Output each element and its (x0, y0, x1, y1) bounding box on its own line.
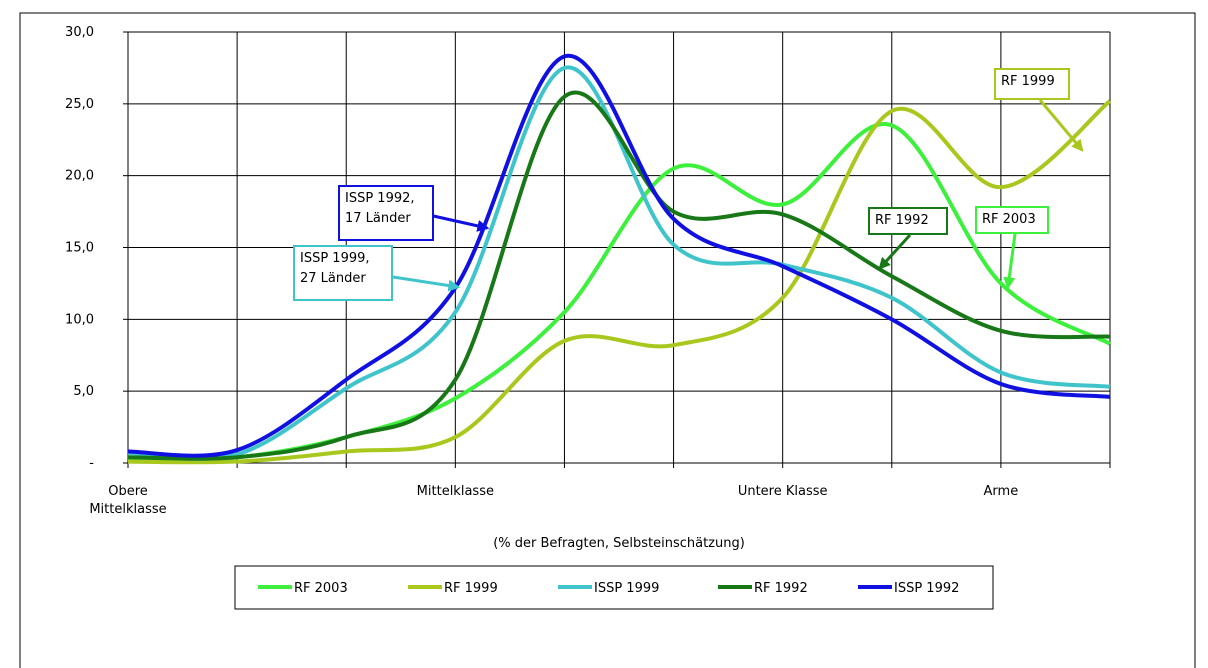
x-tick-label: Mittelklasse (416, 484, 494, 499)
annotation-arrow (1003, 233, 1017, 290)
annotation-text: RF 1999 (1001, 74, 1055, 89)
legend-label: RF 1992 (754, 581, 808, 596)
annotation-box: RF 1999 (994, 68, 1070, 100)
annotation-box: ISSP 1992, 17 Länder (338, 185, 434, 241)
series-line (127, 99, 1112, 465)
chart-frame (19, 12, 1196, 668)
y-tick-label: 10,0 (65, 312, 94, 327)
annotation-text: RF 1992 (875, 213, 929, 228)
annotation-text: ISSP 1999, (300, 251, 370, 266)
y-tick-label: - (89, 456, 94, 471)
y-tick-label: 25,0 (65, 97, 94, 112)
annotation-box: RF 1992 (868, 207, 948, 235)
series-line (127, 122, 1111, 462)
legend-label: RF 2003 (294, 581, 348, 596)
legend-label: RF 1999 (444, 581, 498, 596)
x-axis-label: (% der Befragten, Selbsteinschätzung) (493, 536, 745, 551)
annotation-box: RF 2003 (975, 206, 1049, 234)
series-line (127, 90, 1111, 461)
y-tick-label: 30,0 (65, 25, 94, 40)
legend-label: ISSP 1999 (594, 581, 659, 596)
y-tick-label: 20,0 (65, 169, 94, 184)
x-tick-label: Untere Klasse (737, 484, 828, 499)
x-tick-label: Obere Mittelklasse (89, 484, 167, 517)
legend-label: ISSP 1992 (894, 581, 959, 596)
y-tick-label: 5,0 (73, 384, 94, 399)
series-line (127, 65, 1111, 461)
annotation-arrow (392, 275, 461, 292)
annotation-arrow (1038, 99, 1084, 152)
annotation-box: ISSP 1999, 27 Länder (293, 245, 393, 301)
annotation-arrow (878, 233, 912, 270)
series-line (127, 53, 1111, 458)
y-tick-label: 15,0 (65, 241, 94, 256)
x-tick-label: Arme (983, 484, 1019, 499)
annotation-text: RF 2003 (982, 212, 1036, 227)
annotation-text: 27 Länder (300, 271, 366, 286)
annotation-text: ISSP 1992, (345, 191, 415, 206)
annotation-text: 17 Länder (345, 211, 411, 226)
